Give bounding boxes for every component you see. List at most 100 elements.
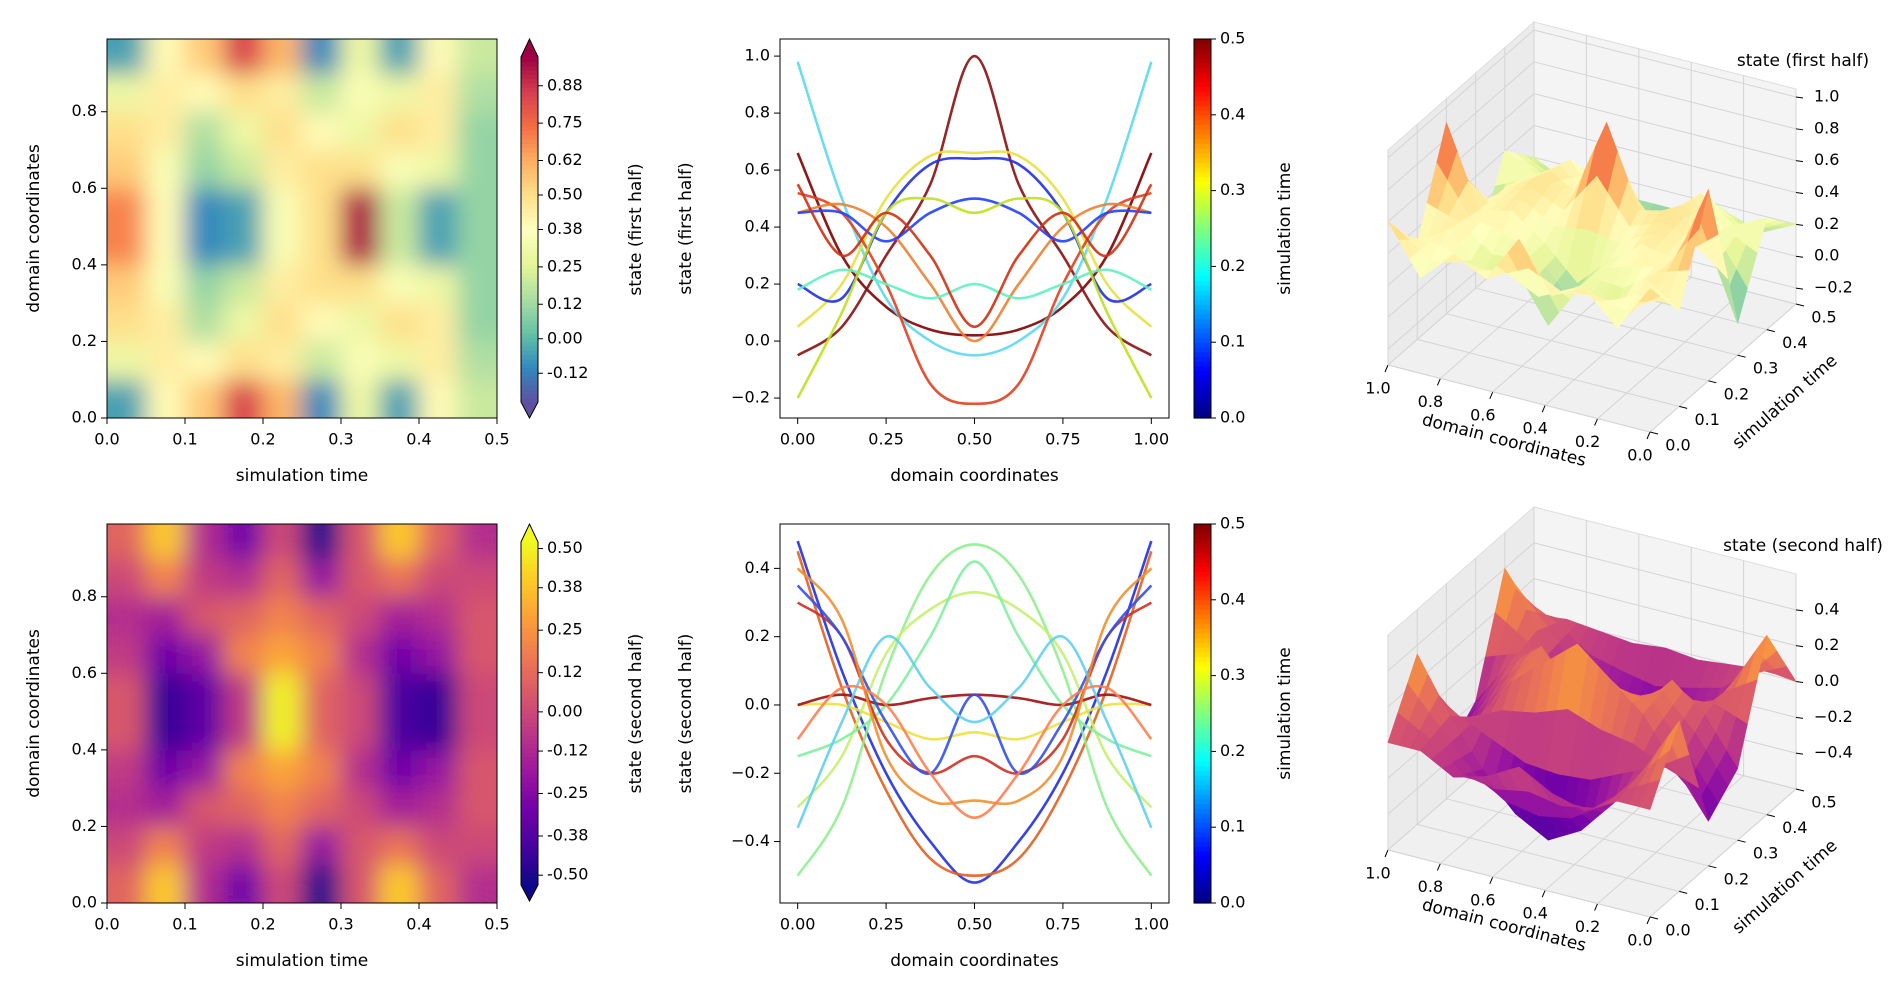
colorbar-swatch [1194,637,1211,644]
colorbar-swatch [1194,846,1211,852]
x-tick-label: 0.0 [1627,931,1652,950]
x-tick [1384,849,1389,858]
colorbar-swatch [521,100,538,106]
colorbar-swatch [521,662,538,667]
colorbar-swatch [1194,304,1211,310]
colorbar-swatch [521,752,538,757]
surface-patch [1638,288,1661,303]
heatmap-cell [223,39,264,74]
heatmap-cell [418,226,459,266]
z-tick [1795,192,1804,195]
heatmap-cell [301,72,342,113]
y-tick-label: 0.4 [745,217,770,236]
heatmap-cell [145,302,186,342]
y-tick-label: 0.3 [1753,844,1778,863]
x-tick [1436,863,1441,871]
heatmap-cell [301,302,342,342]
series-line [796,152,1153,337]
colorbar-swatch [1194,228,1211,234]
colorbar-swatch [521,337,538,343]
colorbar-swatch [1194,865,1211,871]
colorbar-swatch [1194,219,1211,225]
colorbar-swatch [1194,708,1211,715]
colorbar-swatch [521,872,538,878]
colorbar-swatch [1194,727,1211,734]
heatmap-cell [145,749,186,789]
z-tick [1795,96,1804,99]
colorbar-swatch [521,216,538,222]
colorbar-swatch [1194,346,1211,353]
heatmap-cell [379,825,420,866]
colorbar-swatch [1194,817,1211,824]
colorbar-swatch [521,74,538,80]
colorbar-swatch [1194,675,1211,681]
heatmap-cell [223,340,264,381]
heatmap-cell [418,111,459,151]
x-tick-label: 0.75 [1045,915,1081,934]
colorbar-swatch [1194,380,1211,386]
colorbar-swatch [521,350,538,356]
colorbar-tick-label: -0.12 [547,741,588,760]
heatmap-cell [340,596,381,636]
heatmap-cell [457,864,497,903]
colorbar-swatch [521,328,538,334]
x-tick-label: 0.3 [328,915,353,934]
heatmap-cell [107,187,147,228]
y-tick-label: −0.2 [731,763,770,782]
x-tick-label: 0.0 [94,915,119,934]
x-tick-label: 1.0 [1365,379,1390,398]
colorbar-swatch [521,550,538,556]
y-tick-label: 0.8 [72,586,97,605]
colorbar-swatch [1194,356,1211,362]
colorbar-tick-label: -0.38 [547,826,588,845]
colorbar-swatch [521,138,538,144]
heatmap-cell [223,264,264,304]
colorbar-swatch [1194,313,1211,320]
heatmap-cell [418,524,459,559]
colorbar-swatch [521,696,538,702]
colorbar-swatch [1194,176,1211,182]
series-line [796,543,1153,877]
colorbar-swatch [521,285,538,291]
x-tick-label: 0.4 [406,915,431,934]
colorbar-swatch [521,850,538,856]
colorbar-swatch [1194,76,1211,83]
colorbar-swatch [1194,794,1211,800]
heatmap-cell [301,226,342,266]
heatmap-cell [262,72,303,113]
heatmap-cell [223,72,264,113]
colorbar-swatch [521,147,538,153]
colorbar-swatch [521,636,538,642]
colorbar-swatch [1194,351,1211,358]
x-tick-label: 0.3 [328,430,353,449]
heatmap-cell [184,596,225,636]
heatmap-cell [262,111,303,151]
grid-line [1446,313,1709,382]
heatmap-cell [457,524,497,559]
heatmap-cell [340,672,381,713]
series-line [796,540,1153,884]
colorbar-swatch [521,657,538,663]
colorbar-swatch [1194,337,1211,343]
heatmap-cell [340,39,381,74]
z-tick-label: 0.4 [1814,599,1839,618]
colorbar-swatch [521,700,538,706]
colorbar-swatch [521,576,538,582]
colorbar-swatch [1194,91,1211,97]
colorbar-swatch [521,563,538,569]
x-tick-label: 0.8 [1418,392,1443,411]
series-line [796,196,1153,399]
heatmap-cell [145,864,186,903]
x-tick-label: 1.00 [1134,915,1170,934]
colorbar-swatch [521,389,538,394]
x-tick-label: 0.2 [1575,917,1600,936]
colorbar-swatch [521,559,538,565]
x-tick-label: 0.4 [406,430,431,449]
heatmap-cell [457,711,497,751]
colorbar-swatch [521,371,538,377]
colorbar-swatch [521,143,538,149]
colorbar-swatch [1194,181,1211,187]
colorbar-swatch [521,57,538,62]
heatmap-cell [184,111,225,151]
x-tick-label: 0.50 [957,430,993,449]
